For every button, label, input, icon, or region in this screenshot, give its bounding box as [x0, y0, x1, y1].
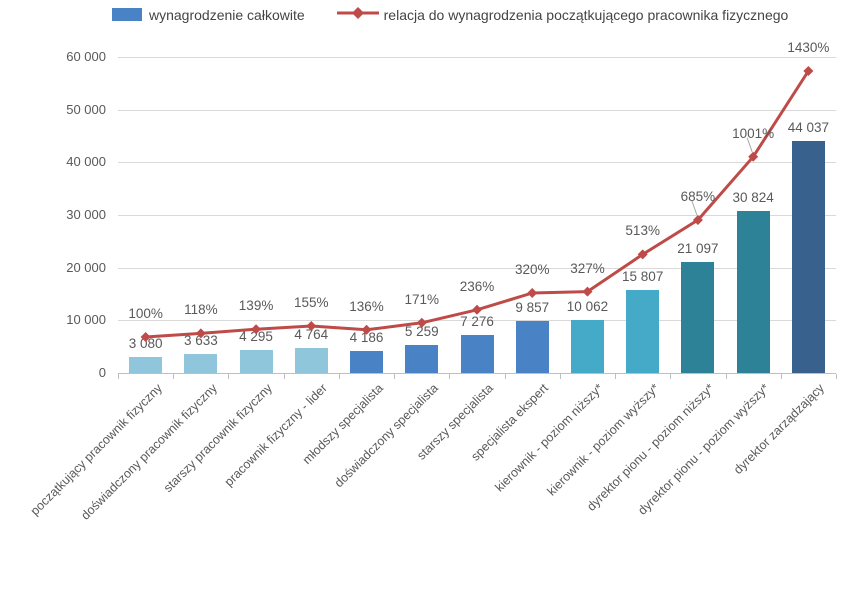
line-percent-label: 155%	[294, 295, 329, 310]
y-axis-tick-label: 50 000	[66, 101, 106, 117]
x-axis-tick	[559, 374, 561, 379]
y-axis-tick-label: 10 000	[66, 312, 106, 328]
line-percent-label: 513%	[625, 223, 660, 239]
gridline	[118, 57, 836, 58]
bar-7	[460, 334, 494, 373]
bar-9	[570, 320, 604, 373]
bar-value-label: 10 062	[566, 299, 609, 314]
salary-combo-chart: wynagrodzenie całkowite relacja do wynag…	[27, 6, 837, 523]
x-axis-tick	[780, 374, 782, 379]
bar-10	[626, 289, 660, 373]
legend-line-label: relacja do wynagrodzenia początkującego …	[383, 6, 789, 23]
line-percent-label: 139%	[238, 298, 274, 314]
gridline	[118, 267, 836, 269]
gridline	[118, 215, 836, 216]
bar-3	[239, 350, 273, 373]
line-percent-label: 118%	[184, 302, 218, 318]
x-axis-tick	[615, 374, 617, 379]
bar-11	[681, 261, 715, 373]
bar-12	[736, 210, 770, 373]
line-percent-label: 685%	[680, 189, 716, 204]
diamond-marker-icon	[637, 249, 648, 260]
x-axis-tick	[118, 374, 119, 379]
bar-6	[405, 345, 439, 373]
line-percent-label: 236%	[459, 278, 495, 294]
line-percent-label: 327%	[570, 260, 605, 276]
diamond-marker-icon	[803, 66, 814, 76]
x-axis-tick	[836, 374, 837, 379]
y-axis-tick-label: 30 000	[66, 207, 106, 222]
x-axis-tick	[725, 374, 727, 379]
bar-13	[791, 141, 825, 373]
x-axis-tick	[394, 374, 396, 379]
bar-4	[294, 347, 328, 373]
y-axis-tick-label: 0	[98, 365, 106, 380]
bar-2	[184, 353, 218, 373]
x-axis-tick	[449, 374, 451, 379]
diamond-marker-icon	[748, 151, 759, 162]
line-percent-label: 171%	[404, 291, 440, 307]
y-axis-tick-label: 20 000	[66, 259, 106, 275]
line-percent-label: 1430%	[787, 40, 830, 55]
diamond-marker-icon	[527, 288, 538, 298]
gridline	[118, 109, 836, 111]
legend: wynagrodzenie całkowite relacja do wynag…	[112, 6, 788, 23]
y-axis-tick-label: 40 000	[66, 154, 106, 170]
x-axis-tick	[670, 374, 672, 379]
bar-8	[515, 321, 549, 373]
diamond-marker-icon	[692, 215, 703, 225]
x-axis-tick	[504, 374, 506, 379]
x-axis-line	[118, 373, 836, 374]
bar-value-label: 3 080	[128, 335, 163, 351]
gridline	[118, 162, 836, 164]
line-percent-label: 100%	[128, 306, 163, 321]
legend-bar-label: wynagrodzenie całkowite	[149, 6, 305, 23]
x-axis-tick	[173, 374, 175, 379]
y-axis-tick-label: 60 000	[66, 49, 106, 64]
x-axis-tick	[228, 374, 230, 379]
legend-bar-swatch-icon	[112, 8, 142, 21]
diamond-marker-icon	[582, 286, 593, 297]
line-percent-label: 136%	[349, 298, 384, 314]
legend-line-marker-icon	[336, 6, 379, 23]
line-percent-label: 1001%	[732, 125, 775, 141]
bar-1	[129, 356, 163, 373]
line-percent-label: 320%	[514, 262, 550, 277]
x-axis-tick	[338, 374, 340, 379]
bar-value-label: 21 097	[677, 240, 719, 256]
bar-5	[350, 350, 384, 373]
x-axis-tick	[283, 374, 285, 379]
